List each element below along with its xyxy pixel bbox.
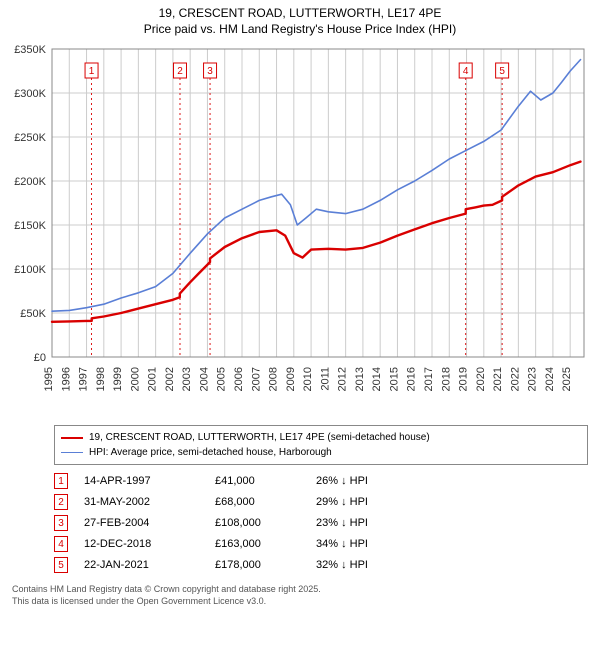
svg-text:2024: 2024	[544, 367, 556, 391]
svg-text:2017: 2017	[423, 367, 435, 391]
svg-text:2002: 2002	[164, 367, 176, 391]
svg-text:2008: 2008	[268, 367, 280, 391]
sale-marker: 1	[54, 473, 68, 489]
sale-date: 12-DEC-2018	[84, 538, 199, 550]
sale-row: 3 27-FEB-2004 £108,000 23% ↓ HPI	[54, 515, 588, 531]
svg-text:2009: 2009	[285, 367, 297, 391]
svg-text:1: 1	[89, 66, 95, 77]
chart-title: 19, CRESCENT ROAD, LUTTERWORTH, LE17 4PE…	[0, 0, 600, 41]
sale-diff: 34% ↓ HPI	[316, 538, 368, 550]
sale-price: £68,000	[215, 496, 300, 508]
sale-price: £163,000	[215, 538, 300, 550]
title-line-1: 19, CRESCENT ROAD, LUTTERWORTH, LE17 4PE	[0, 6, 600, 22]
sale-date: 27-FEB-2004	[84, 517, 199, 529]
svg-text:£0: £0	[34, 352, 46, 364]
svg-text:£350K: £350K	[14, 44, 46, 56]
svg-text:3: 3	[207, 66, 213, 77]
svg-text:2016: 2016	[406, 367, 418, 391]
legend-label-1: 19, CRESCENT ROAD, LUTTERWORTH, LE17 4PE…	[89, 430, 430, 445]
sale-marker: 3	[54, 515, 68, 531]
legend-swatch-2	[61, 452, 83, 453]
svg-text:2023: 2023	[527, 367, 539, 391]
svg-text:2005: 2005	[216, 367, 228, 391]
svg-text:1997: 1997	[78, 367, 90, 391]
svg-text:1995: 1995	[43, 367, 55, 391]
title-line-2: Price paid vs. HM Land Registry's House …	[0, 22, 600, 38]
sale-row: 2 31-MAY-2002 £68,000 29% ↓ HPI	[54, 494, 588, 510]
svg-text:2003: 2003	[181, 367, 193, 391]
legend-swatch-1	[61, 437, 83, 439]
svg-text:2001: 2001	[147, 367, 159, 391]
svg-text:2010: 2010	[302, 367, 314, 391]
footer-line-2: This data is licensed under the Open Gov…	[12, 596, 588, 608]
svg-text:5: 5	[499, 66, 505, 77]
svg-text:2013: 2013	[354, 367, 366, 391]
svg-text:£150K: £150K	[14, 220, 46, 232]
svg-text:1999: 1999	[112, 367, 124, 391]
legend-row-1: 19, CRESCENT ROAD, LUTTERWORTH, LE17 4PE…	[61, 430, 581, 445]
sale-date: 31-MAY-2002	[84, 496, 199, 508]
svg-text:£100K: £100K	[14, 264, 46, 276]
svg-text:2020: 2020	[475, 367, 487, 391]
svg-text:2004: 2004	[198, 367, 210, 391]
chart-area: £0 £50K £100K £150K £200K £250K £300K £350K 1995…	[0, 41, 594, 421]
sale-date: 14-APR-1997	[84, 475, 199, 487]
svg-text:2021: 2021	[492, 367, 504, 391]
svg-text:2015: 2015	[388, 367, 400, 391]
sale-marker: 2	[54, 494, 68, 510]
sale-row: 5 22-JAN-2021 £178,000 32% ↓ HPI	[54, 557, 588, 573]
sales-list: 1 14-APR-1997 £41,000 26% ↓ HPI 2 31-MAY-2002…	[54, 473, 588, 578]
svg-text:2019: 2019	[458, 367, 470, 391]
sale-price: £41,000	[215, 475, 300, 487]
svg-text:2000: 2000	[129, 367, 141, 391]
line-chart: £0 £50K £100K £150K £200K £250K £300K £350K 1995…	[0, 41, 594, 421]
sale-price: £178,000	[215, 559, 300, 571]
footer: Contains HM Land Registry data © Crown c…	[12, 584, 588, 607]
svg-text:2: 2	[177, 66, 183, 77]
sale-price: £108,000	[215, 517, 300, 529]
svg-text:£300K: £300K	[14, 88, 46, 100]
sale-diff: 23% ↓ HPI	[316, 517, 368, 529]
sale-marker: 5	[54, 557, 68, 573]
sale-diff: 29% ↓ HPI	[316, 496, 368, 508]
svg-text:2022: 2022	[509, 367, 521, 391]
legend-row-2: HPI: Average price, semi-detached house,…	[61, 445, 581, 460]
sale-marker: 4	[54, 536, 68, 552]
svg-text:1996: 1996	[60, 367, 72, 391]
legend: 19, CRESCENT ROAD, LUTTERWORTH, LE17 4PE…	[54, 425, 588, 465]
svg-text:2025: 2025	[561, 367, 573, 391]
svg-text:2018: 2018	[440, 367, 452, 391]
sale-date: 22-JAN-2021	[84, 559, 199, 571]
svg-text:2007: 2007	[250, 367, 262, 391]
sale-row: 1 14-APR-1997 £41,000 26% ↓ HPI	[54, 473, 588, 489]
legend-label-2: HPI: Average price, semi-detached house,…	[89, 445, 332, 460]
svg-text:1998: 1998	[95, 367, 107, 391]
sale-diff: 32% ↓ HPI	[316, 559, 368, 571]
svg-text:2006: 2006	[233, 367, 245, 391]
svg-text:£200K: £200K	[14, 176, 46, 188]
svg-text:£50K: £50K	[20, 308, 46, 320]
svg-text:2011: 2011	[319, 367, 331, 391]
footer-line-1: Contains HM Land Registry data © Crown c…	[12, 584, 588, 596]
svg-text:2012: 2012	[337, 367, 349, 391]
svg-text:2014: 2014	[371, 367, 383, 391]
sale-diff: 26% ↓ HPI	[316, 475, 368, 487]
sale-row: 4 12-DEC-2018 £163,000 34% ↓ HPI	[54, 536, 588, 552]
svg-text:£250K: £250K	[14, 132, 46, 144]
svg-text:4: 4	[463, 66, 469, 77]
